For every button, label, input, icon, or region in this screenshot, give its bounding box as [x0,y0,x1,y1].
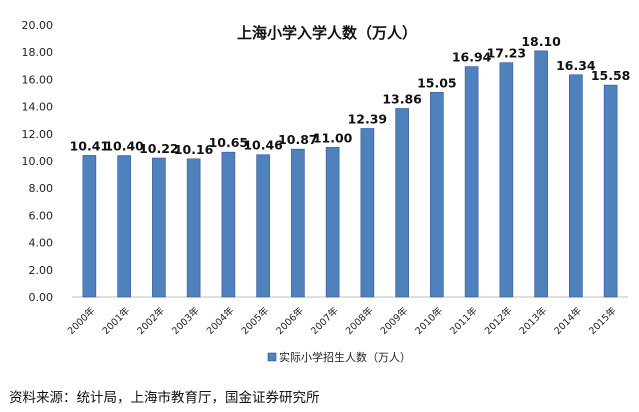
y-tick-label: 6.00 [29,209,54,222]
data-label: 10.87 [278,132,318,147]
y-tick-label: 4.00 [29,237,54,250]
x-tick-label: 2013年 [517,304,550,337]
bar [82,155,97,298]
bar [534,50,548,298]
x-tick-label: 2015年 [586,304,619,337]
legend-swatch [267,352,277,362]
bar [256,154,270,298]
y-tick-label: 10.00 [22,155,54,168]
y-tick-label: 8.00 [29,182,54,195]
bar [360,128,375,298]
bar [221,151,236,298]
bar-series [82,50,618,298]
bar-chart: 上海小学入学人数（万人） 0.00 2.00 4.00 6.00 8.00 10.00 12… [22,19,631,364]
data-label: 10.16 [174,142,214,157]
bar [603,84,618,298]
y-tick-label: 12.00 [22,128,54,141]
data-label: 12.39 [348,111,388,126]
y-tick-label: 20.00 [22,19,54,32]
data-label: 15.05 [417,75,457,90]
data-label: 10.46 [243,138,283,153]
x-axis: 2000年 2001年 2002年 2003年 2004年 2005年 2006年 2007年… [65,296,628,337]
y-axis: 0.00 2.00 4.00 6.00 8.00 10.00 12.00 14.00 16.00… [22,19,54,304]
bar [430,92,444,298]
bar [117,155,131,298]
data-label: 13.86 [382,92,422,107]
x-tick-label: 2001年 [100,304,133,337]
y-tick-label: 18.00 [22,46,54,59]
bar [464,66,479,298]
data-label: 18.10 [521,34,561,49]
data-label: 10.22 [139,141,179,156]
data-label: 16.94 [452,50,492,65]
bar [395,108,409,298]
x-tick-label: 2006年 [274,304,307,337]
x-tick-label: 2007年 [308,304,341,337]
data-label: 15.58 [591,68,631,83]
data-label: 16.34 [556,58,596,73]
data-label: 11.00 [313,130,353,145]
bar [186,158,201,298]
bar [152,157,166,298]
legend-label: 实际小学招生人数（万人） [279,350,411,364]
x-tick-label: 2010年 [413,304,446,337]
x-tick-label: 2009年 [378,304,411,337]
legend: 实际小学招生人数（万人） [267,350,411,364]
source-note: 资料来源：统计局，上海市教育厅，国金证券研究所 [9,390,320,406]
x-tick-label: 2014年 [552,304,585,337]
x-tick-label: 2008年 [343,304,376,337]
y-tick-label: 14.00 [22,101,54,114]
y-tick-label: 0.00 [29,291,54,304]
data-label: 10.41 [70,138,110,153]
y-tick-label: 2.00 [29,264,54,277]
x-tick-label: 2000年 [65,304,98,337]
data-label: 17.23 [487,46,527,61]
data-label: 10.40 [104,139,144,154]
data-label: 10.65 [209,135,249,150]
x-tick-label: 2005年 [239,304,272,337]
x-tick-label: 2011年 [447,304,480,337]
x-tick-label: 2002年 [135,304,168,337]
bar [569,74,583,298]
data-labels: 10.4110.4010.2210.1610.6510.4610.8711.00… [70,34,631,157]
y-tick-label: 16.00 [22,73,54,86]
bar [499,62,514,298]
bar [291,148,305,298]
chart-title: 上海小学入学人数（万人） [237,24,417,42]
bar [325,147,340,298]
x-tick-label: 2004年 [204,304,237,337]
x-tick-label: 2003年 [169,304,202,337]
x-tick-label: 2012年 [482,304,515,337]
